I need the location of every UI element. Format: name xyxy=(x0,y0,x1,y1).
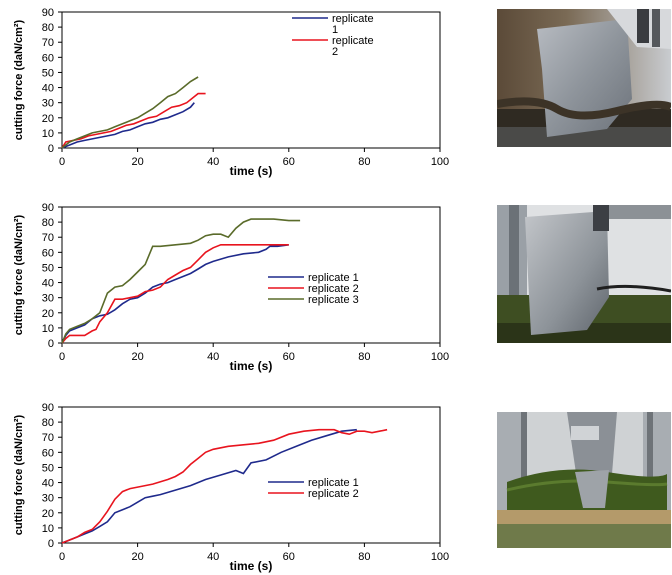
cutting-photo-2 xyxy=(497,205,671,343)
legend-label: replicate 2 xyxy=(308,283,359,295)
y-tick-label: 20 xyxy=(42,113,54,125)
y-tick-label: 10 xyxy=(42,523,54,535)
cutting-photo-1 xyxy=(497,9,671,147)
y-tick-label: 60 xyxy=(42,247,54,259)
legend-label: replicate 2 xyxy=(308,488,359,500)
x-tick-label: 100 xyxy=(431,351,449,363)
y-axis-label: cutting force (daN/cm²) xyxy=(13,214,25,335)
y-tick-label: 30 xyxy=(42,293,54,305)
y-tick-label: 90 xyxy=(42,402,54,414)
y-tick-label: 30 xyxy=(42,98,54,110)
y-tick-label: 70 xyxy=(42,37,54,49)
x-tick-label: 0 xyxy=(59,551,65,563)
y-tick-label: 0 xyxy=(48,143,54,155)
chart-3: 0 10 20 30 40 50 60 70 80 90 0 20 40 60 80 100 time (s) c… xyxy=(13,402,449,573)
plot-frame xyxy=(61,11,441,149)
x-tick-label: 20 xyxy=(131,351,143,363)
y-tick-label: 30 xyxy=(42,493,54,505)
x-tick-label: 0 xyxy=(59,156,65,168)
x-axis-label: time (s) xyxy=(230,559,273,573)
x-tick-label: 20 xyxy=(131,551,143,563)
chart-2: 0 10 20 30 40 50 60 70 80 90 0 20 40 60 80 100 time (s) c… xyxy=(13,202,449,373)
x-tick-label: 40 xyxy=(207,351,219,363)
series-line-3 xyxy=(61,76,199,149)
y-tick-label: 40 xyxy=(42,278,54,290)
y-tick-label: 80 xyxy=(42,217,54,229)
x-axis-label: time (s) xyxy=(230,164,273,178)
y-tick-label: 50 xyxy=(42,462,54,474)
y-tick-label: 50 xyxy=(42,262,54,274)
x-tick-label: 20 xyxy=(131,156,143,168)
y-tick-label: 40 xyxy=(42,478,54,490)
plot-frame xyxy=(61,406,441,544)
y-axis-label: cutting force (daN/cm²) xyxy=(13,19,25,140)
y-tick-label: 70 xyxy=(42,432,54,444)
x-tick-label: 0 xyxy=(59,351,65,363)
series-line-1 xyxy=(61,102,195,149)
y-tick-label: 70 xyxy=(42,232,54,244)
y-tick-label: 90 xyxy=(42,202,54,214)
series-line-1 xyxy=(61,428,357,544)
y-tick-label: 10 xyxy=(42,128,54,140)
series-line-2 xyxy=(61,92,206,149)
x-tick-label: 60 xyxy=(283,156,295,168)
y-tick-label: 0 xyxy=(48,538,54,550)
series-line-2 xyxy=(61,243,289,344)
cutting-photo-3 xyxy=(497,412,671,548)
legend-label: replicate 1 xyxy=(308,477,359,489)
legend-label: replicate 1 xyxy=(332,13,374,36)
legend-label: replicate 2 xyxy=(332,35,374,58)
y-tick-label: 80 xyxy=(42,22,54,34)
y-tick-label: 90 xyxy=(42,7,54,19)
legend-label: replicate 3 xyxy=(308,294,359,306)
y-tick-label: 60 xyxy=(42,52,54,64)
y-axis-label: cutting force (daN/cm²) xyxy=(13,414,25,535)
x-tick-label: 60 xyxy=(283,351,295,363)
plot-frame xyxy=(61,206,441,344)
x-tick-label: 100 xyxy=(431,551,449,563)
x-tick-label: 40 xyxy=(207,156,219,168)
y-tick-label: 20 xyxy=(42,308,54,320)
x-tick-label: 60 xyxy=(283,551,295,563)
y-tick-label: 10 xyxy=(42,323,54,335)
x-tick-label: 80 xyxy=(358,351,370,363)
series-line-3 xyxy=(61,218,301,344)
y-tick-label: 80 xyxy=(42,417,54,429)
x-tick-label: 100 xyxy=(431,156,449,168)
x-tick-label: 80 xyxy=(358,156,370,168)
y-tick-label: 40 xyxy=(42,83,54,95)
x-tick-label: 40 xyxy=(207,551,219,563)
y-tick-label: 60 xyxy=(42,447,54,459)
chart-1: 0 10 20 30 40 50 60 70 80 90 0 20 40 60 80 100 time (s) c… xyxy=(13,7,449,178)
x-tick-label: 80 xyxy=(358,551,370,563)
y-tick-label: 50 xyxy=(42,67,54,79)
legend-label: replicate 1 xyxy=(308,272,359,284)
x-axis-label: time (s) xyxy=(230,359,273,373)
series-line-2 xyxy=(61,428,388,544)
y-tick-label: 0 xyxy=(48,338,54,350)
y-tick-label: 20 xyxy=(42,508,54,520)
